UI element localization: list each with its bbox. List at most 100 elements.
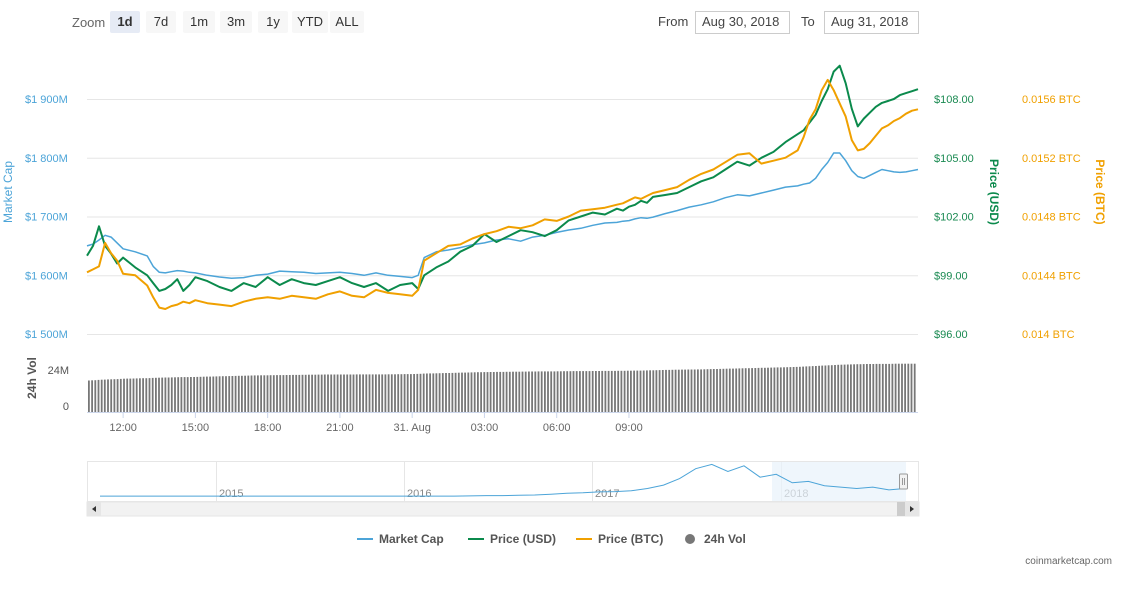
volume-bar: [830, 365, 833, 412]
volume-bar: [722, 368, 725, 412]
volume-bar: [311, 374, 313, 412]
volume-bar: [292, 374, 294, 412]
volume-bar: [400, 374, 403, 412]
volume-bar: [132, 378, 135, 412]
market-cap-tick: $1 700M: [25, 212, 68, 224]
volume-bar: [757, 367, 760, 412]
volume-bar: [716, 369, 718, 412]
volume-bar: [630, 370, 632, 412]
volume-bar: [234, 375, 237, 412]
volume-bar: [897, 363, 900, 412]
volume-bar: [681, 369, 683, 412]
volume-bar: [336, 374, 339, 412]
volume-bar: [170, 377, 173, 412]
volume-bar: [789, 367, 792, 412]
volume-bar: [719, 368, 722, 412]
volume-bar: [486, 372, 489, 412]
volume-bar: [859, 364, 862, 412]
volume-bar: [751, 368, 753, 412]
volume-bar: [799, 366, 801, 412]
zoom-button-all-bg: [330, 11, 364, 33]
volume-bar: [815, 366, 817, 412]
zoom-button-ytd-label: YTD: [297, 14, 323, 29]
volume-bar: [779, 367, 782, 412]
volume-bar: [518, 371, 521, 412]
legend-item-market-cap[interactable]: Market Cap: [357, 532, 444, 546]
zoom-button-all[interactable]: ALL: [330, 11, 364, 33]
navigator-year-label: 2017: [595, 488, 619, 500]
zoom-button-7d[interactable]: 7d: [146, 11, 176, 33]
volume-bar: [339, 374, 342, 412]
volume-bar: [285, 375, 288, 412]
to-date-box: [824, 11, 919, 34]
scrollbar-left-arrow-icon: [92, 506, 96, 512]
volume-bar: [540, 371, 543, 412]
legend-item-price-usd[interactable]: Price (USD): [468, 532, 556, 546]
volume-bar: [598, 371, 600, 412]
volume-bar: [783, 367, 785, 412]
credit-link[interactable]: coinmarketcap.com: [1025, 556, 1112, 567]
zoom-button-3m[interactable]: 3m: [220, 11, 252, 33]
volume-bar: [206, 376, 208, 412]
legend-volume-label: 24h Vol: [704, 532, 746, 546]
from-date-input[interactable]: Aug 30, 2018: [695, 11, 790, 34]
volume-bar: [881, 363, 884, 412]
scrollbar-thumb[interactable]: [897, 502, 906, 516]
volume-bar: [607, 370, 610, 412]
volume-bar: [512, 371, 514, 412]
price-usd-axis-title: Price (USD): [987, 159, 1001, 225]
price-btc-tick: 0.0148 BTC: [1022, 212, 1081, 224]
volume-bar: [432, 373, 435, 412]
navigator-handle[interactable]: [899, 473, 908, 490]
market-cap-tick: $1 500M: [25, 329, 68, 341]
volume-bar: [241, 375, 243, 412]
volume-bar: [422, 373, 425, 412]
volume-bar: [441, 373, 444, 412]
legend: Market Cap Price (USD) Price (BTC) 24h V…: [357, 532, 746, 546]
volume-bar: [257, 375, 259, 412]
volume-bar: [901, 363, 903, 412]
volume-bar: [193, 377, 195, 412]
legend-item-price-btc[interactable]: Price (BTC): [576, 532, 663, 546]
volume-bar: [524, 371, 527, 412]
series-line-price-usd: [86, 64, 919, 292]
price-btc-tick: 0.014 BTC: [1022, 329, 1075, 341]
volume-bar: [355, 374, 358, 412]
zoom-button-ytd[interactable]: YTD: [292, 11, 328, 33]
volume-bar: [764, 367, 766, 412]
price-btc-tick: 0.0144 BTC: [1022, 270, 1081, 282]
volume-bar: [116, 379, 119, 412]
volume-bar: [467, 372, 470, 412]
volume-bar: [231, 376, 234, 412]
to-date-input[interactable]: Aug 31, 2018: [824, 11, 919, 34]
volume-bar: [158, 377, 160, 412]
volume-bar: [461, 372, 463, 412]
zoom-button-1y[interactable]: 1y: [258, 11, 288, 33]
volume-bar: [368, 374, 371, 412]
zoom-button-1d[interactable]: 1d: [110, 11, 140, 33]
to-label: To: [801, 14, 815, 29]
volume-bar: [521, 371, 524, 412]
price-usd-tick: $105.00: [934, 153, 974, 165]
zoom-button-1m[interactable]: 1m: [183, 11, 215, 33]
volume-bar: [94, 380, 97, 412]
volume-bar: [559, 371, 562, 412]
price-usd-tick: $102.00: [934, 212, 974, 224]
price-usd-axis: $96.00 $99.00 $102.00 $105.00 $108.00: [934, 94, 974, 341]
navigator-scrollbar[interactable]: [86, 501, 920, 517]
volume-bar: [451, 372, 454, 412]
volume-bar: [429, 373, 431, 412]
volume-bar: [190, 377, 192, 412]
volume-bar: [410, 374, 412, 412]
legend-item-volume[interactable]: 24h Vol: [685, 532, 746, 546]
volume-bar: [862, 364, 865, 412]
navigator[interactable]: 2015201620172018: [87, 461, 919, 502]
x-tick-label: 12:00: [109, 422, 137, 434]
volume-bar: [811, 366, 814, 412]
volume-bar: [301, 374, 304, 412]
market-cap-tick: $1 600M: [25, 270, 68, 282]
volume-bar: [824, 365, 827, 412]
scrollbar-track[interactable]: [86, 501, 920, 517]
volume-bar: [534, 371, 537, 412]
volume-bar: [604, 370, 607, 412]
